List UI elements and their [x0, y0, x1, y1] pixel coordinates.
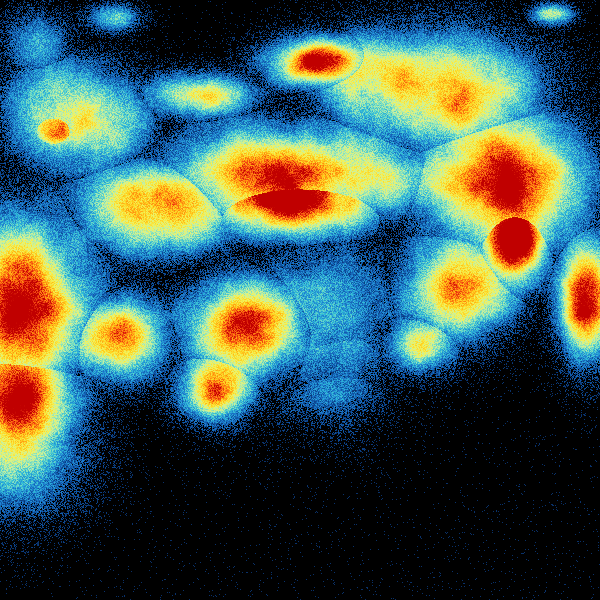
radar-image-viewport: Radar Reflectivity Composite Full-bleed …	[0, 0, 600, 600]
radar-reflectivity-canvas	[0, 0, 600, 600]
